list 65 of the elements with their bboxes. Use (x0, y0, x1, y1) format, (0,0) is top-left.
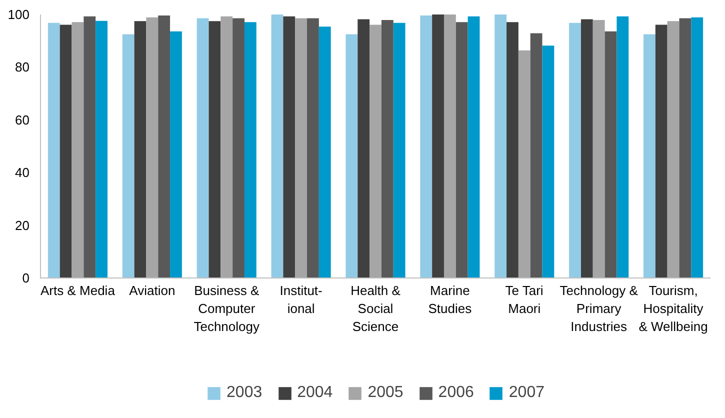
bar (271, 14, 284, 278)
y-tick-label: 60 (15, 112, 30, 128)
x-tick-label: Te Tari Maori (505, 283, 544, 316)
bar (432, 14, 444, 278)
bar (644, 34, 656, 278)
bar (134, 21, 146, 278)
x-tick-label: Business & Computer Technology (194, 283, 260, 334)
bar (146, 17, 158, 278)
y-tick-label: 80 (15, 60, 30, 75)
bar (494, 14, 507, 278)
bar (370, 24, 382, 278)
bar (518, 50, 530, 278)
bar (346, 34, 358, 278)
bar (196, 18, 209, 278)
bar (358, 19, 370, 278)
bar (60, 24, 72, 278)
bar (592, 20, 605, 278)
x-tick-label: Aviation (129, 283, 176, 298)
bar (667, 21, 680, 278)
bar (616, 16, 629, 278)
x-tick-label: Arts & Media (40, 283, 116, 298)
bar (506, 22, 518, 278)
bar (569, 22, 581, 278)
y-tick-label: 0 (22, 270, 30, 286)
y-tick-label: 100 (8, 7, 30, 22)
bar (307, 18, 319, 278)
bar (420, 16, 432, 278)
bar (283, 16, 296, 278)
bar (96, 20, 108, 278)
bar (158, 16, 170, 278)
bar (542, 46, 554, 278)
bar (122, 34, 134, 278)
bar (393, 22, 406, 278)
x-tick-label: Tourism, Hospitality & Wellbeing (638, 283, 708, 334)
bar (84, 16, 96, 278)
bar (381, 20, 394, 278)
bar (220, 16, 233, 278)
y-tick-label: 40 (15, 165, 30, 180)
bar (170, 31, 182, 278)
x-tick-label: Institut-ional (280, 283, 322, 316)
bar (456, 22, 468, 278)
bar (244, 22, 256, 278)
bar (444, 14, 456, 278)
bar (208, 21, 221, 278)
x-tick-label: Technology & Primary Industries (560, 283, 638, 334)
legend-label: 2004 (297, 384, 333, 402)
x-tick-label: Health & Social Science (350, 283, 401, 334)
bar (530, 33, 542, 278)
bar (655, 24, 668, 278)
bar (48, 22, 60, 278)
legend-label: 2003 (226, 384, 262, 402)
bar (468, 16, 480, 278)
bar (580, 19, 593, 278)
bar (604, 31, 617, 278)
bar (691, 17, 704, 278)
bar (232, 18, 244, 278)
legend-label: 2006 (438, 384, 474, 402)
bar (295, 18, 308, 278)
legend-label: 2007 (508, 384, 544, 402)
bar (679, 18, 692, 278)
bar (72, 22, 84, 278)
legend-label: 2005 (368, 384, 404, 402)
y-tick-label: 20 (15, 218, 30, 233)
x-tick-label: Marine Studies (428, 283, 472, 316)
bar (318, 26, 331, 278)
